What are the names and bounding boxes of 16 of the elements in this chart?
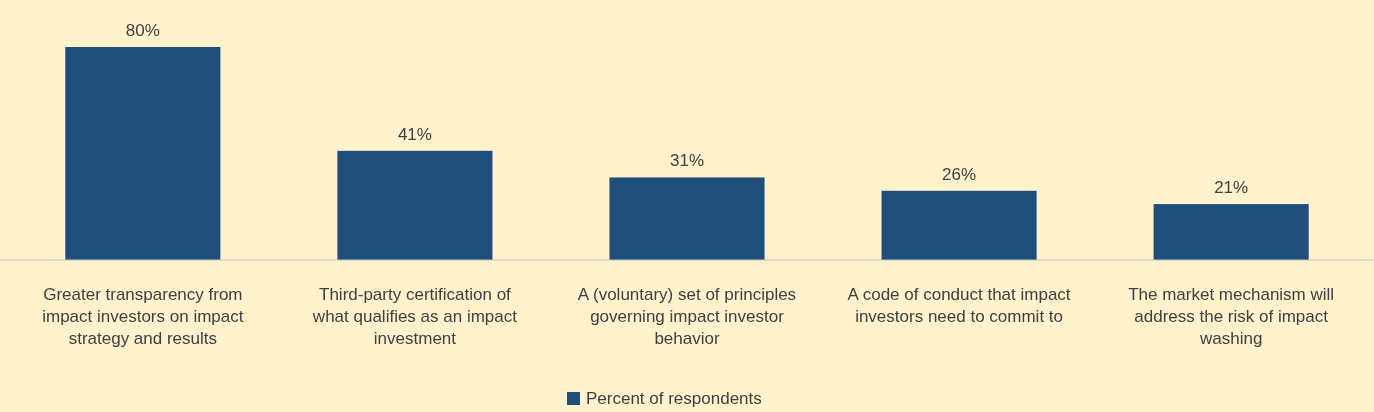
x-tick-label: Third-party certification of what qualifies as an impact investment: [311, 285, 518, 348]
data-label: 31%: [669, 151, 705, 171]
bar: [65, 47, 221, 260]
bar: [609, 177, 765, 260]
x-tick-label: The market mechanism will address the risk of impact washing: [1128, 285, 1335, 348]
bar: [1153, 204, 1309, 260]
legend-label: Percent of respondents: [586, 389, 762, 408]
x-tick-label: Greater transparency from impact investors on impact strategy and results: [42, 285, 244, 348]
x-tick-label: A code of conduct that impact investors need to commit to: [847, 285, 1071, 326]
data-label: 26%: [942, 164, 977, 184]
data-label: 21%: [1214, 178, 1249, 198]
data-label: 80%: [125, 21, 160, 40]
bar: [337, 150, 493, 260]
bar: [881, 190, 1037, 260]
data-label: 41%: [397, 124, 432, 144]
x-tick-label: A (voluntary) set of principles governing impact investor behavior: [577, 285, 797, 348]
